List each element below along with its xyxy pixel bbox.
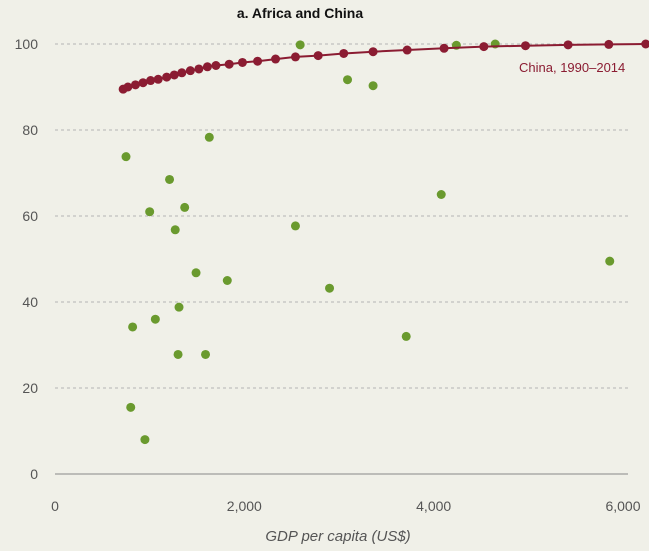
africa-point: [165, 174, 175, 184]
africa-point: [174, 302, 184, 312]
y-tick-label: 20: [22, 380, 38, 396]
china-point: [185, 66, 195, 76]
china-annotation: China, 1990–2014: [519, 60, 625, 75]
y-tick-label: 100: [15, 36, 39, 52]
africa-point: [436, 190, 446, 199]
china-point: [130, 80, 140, 90]
china-point: [479, 42, 489, 52]
africa-point: [368, 81, 378, 91]
africa-point: [401, 331, 411, 341]
africa-point: [121, 152, 131, 162]
africa-point: [150, 314, 160, 324]
china-point: [563, 40, 573, 50]
africa-point: [173, 349, 183, 359]
china-point: [194, 64, 204, 74]
africa-point: [605, 256, 615, 266]
y-tick-label: 40: [22, 294, 38, 310]
africa-point: [290, 221, 300, 231]
africa-point: [145, 207, 155, 217]
africa-point: [204, 132, 214, 142]
africa-point: [140, 435, 150, 445]
y-tick-labels: 0 20 40 60 80 100: [15, 36, 39, 482]
china-point: [641, 39, 649, 49]
china-point: [123, 82, 133, 92]
china-series: [118, 39, 649, 94]
gridlines: [55, 43, 628, 475]
x-tick-labels: 0 2,000 4,000 6,000: [51, 498, 641, 514]
africa-point: [295, 40, 305, 50]
africa-point: [128, 322, 138, 332]
africa-point: [222, 276, 232, 285]
y-tick-label: 80: [22, 122, 38, 138]
africa-point: [126, 402, 136, 412]
x-axis-label: GDP per capita (US$): [265, 528, 410, 545]
china-point: [237, 57, 247, 67]
y-tick-label: 0: [30, 466, 38, 482]
china-point: [253, 56, 263, 66]
x-tick-label: 4,000: [416, 498, 451, 514]
china-point: [146, 76, 156, 86]
china-point: [271, 54, 281, 64]
africa-point: [201, 349, 211, 359]
china-point: [368, 47, 378, 57]
y-tick-label: 60: [22, 208, 38, 224]
china-point: [439, 43, 449, 53]
china-point: [313, 51, 323, 61]
x-tick-label: 0: [51, 498, 59, 514]
china-point: [177, 68, 187, 78]
x-tick-label: 6,000: [605, 498, 640, 514]
africa-point: [325, 283, 335, 293]
china-point: [290, 52, 300, 62]
africa-point: [170, 225, 180, 235]
china-point: [162, 72, 172, 82]
china-point: [224, 59, 234, 69]
china-point: [339, 48, 349, 58]
china-point: [520, 41, 530, 51]
africa-point: [180, 202, 190, 212]
africa-point: [343, 75, 353, 85]
africa-point: [191, 268, 201, 278]
chart-title: a. Africa and China: [237, 5, 364, 21]
china-point: [211, 61, 221, 70]
africa-series: [121, 39, 615, 445]
x-tick-label: 2,000: [227, 498, 262, 514]
china-point: [169, 70, 179, 80]
china-point: [153, 74, 163, 84]
china-point: [202, 62, 212, 72]
china-point: [138, 78, 148, 88]
china-point: [604, 39, 614, 49]
china-point: [402, 45, 412, 55]
